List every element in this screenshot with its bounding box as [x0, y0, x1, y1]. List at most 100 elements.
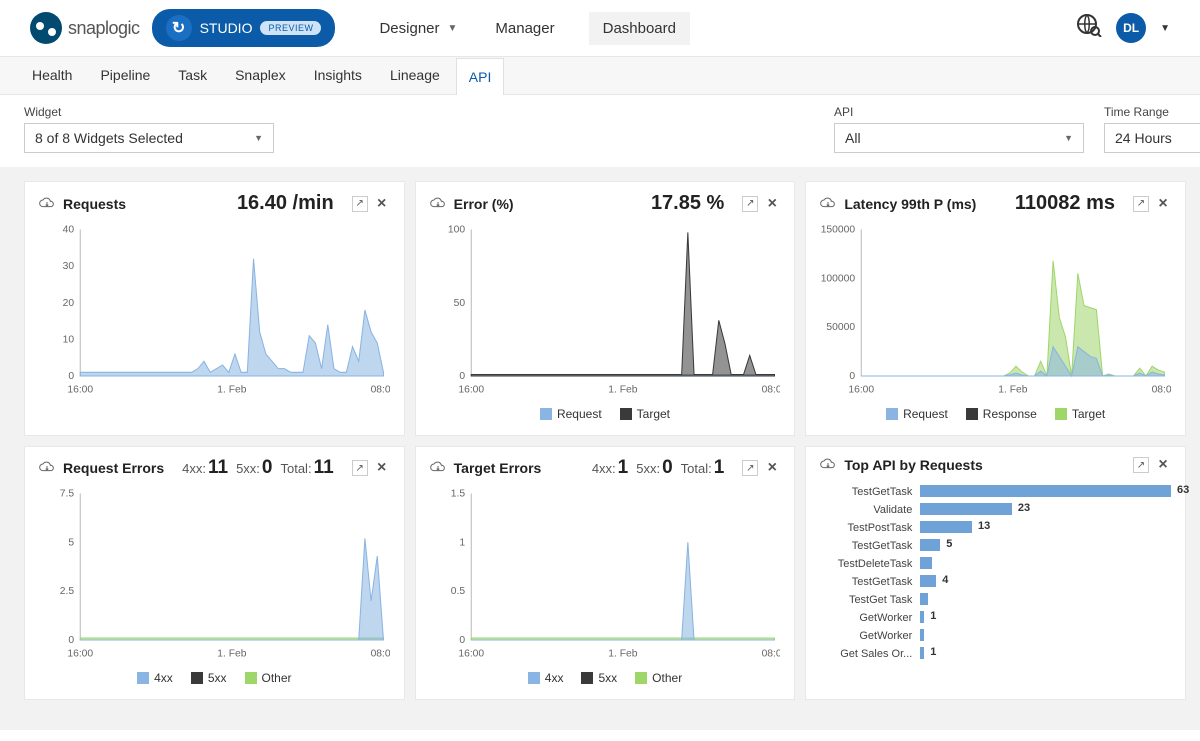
user-avatar[interactable]: DL	[1116, 13, 1146, 43]
filter-api-label: API	[834, 105, 1084, 119]
svg-text:16:00: 16:00	[67, 384, 93, 395]
user-menu-chevron-icon[interactable]: ▼	[1160, 23, 1170, 34]
close-icon[interactable]: ×	[764, 196, 780, 212]
dashboard-grid: Requests 16.40 /min ↗ × 01020304016:001.…	[0, 167, 1200, 730]
widget-metric: 16.40 /min	[237, 192, 334, 215]
top-api-value: 1	[930, 610, 936, 622]
expand-icon[interactable]: ↗	[1133, 196, 1149, 212]
legend-swatch	[886, 408, 898, 420]
error-legend: RequestTarget	[430, 407, 781, 421]
top-api-value: 5	[946, 538, 952, 550]
close-icon[interactable]: ×	[374, 196, 390, 212]
stat-5xx-value: 0	[262, 457, 273, 478]
top-api-row: GetWorker	[820, 627, 1171, 645]
filter-widget-select[interactable]: 8 of 8 Widgets Selected ▼	[24, 123, 274, 153]
top-api-row: GetWorker1	[820, 609, 1171, 627]
legend-item: Response	[966, 407, 1037, 421]
svg-text:10: 10	[63, 334, 75, 345]
brand-logo[interactable]: snaplogic	[30, 12, 140, 44]
filter-time-select[interactable]: 24 Hours ▲▼	[1104, 123, 1200, 153]
legend-swatch	[1055, 408, 1067, 420]
tab-api[interactable]: API	[456, 58, 505, 95]
filter-time-value: 24 Hours	[1115, 130, 1172, 146]
nav-manager[interactable]: Manager	[491, 12, 558, 45]
top-api-bar: 1	[920, 611, 1171, 625]
legend-swatch	[191, 672, 203, 684]
legend-item: Target	[1055, 407, 1105, 421]
svg-text:0: 0	[459, 371, 465, 382]
widget-requests: Requests 16.40 /min ↗ × 01020304016:001.…	[24, 181, 405, 436]
download-icon[interactable]	[820, 458, 836, 472]
tab-snaplex[interactable]: Snaplex	[223, 57, 298, 94]
req-errors-legend: 4xx5xxOther	[39, 671, 390, 685]
tab-pipeline[interactable]: Pipeline	[88, 57, 162, 94]
expand-icon[interactable]: ↗	[742, 196, 758, 212]
legend-item: 5xx	[581, 671, 617, 685]
stat-total-value: 11	[314, 457, 334, 478]
expand-icon[interactable]: ↗	[352, 460, 368, 476]
tab-lineage[interactable]: Lineage	[378, 57, 452, 94]
legend-item: 4xx	[528, 671, 564, 685]
widget-title: Target Errors	[454, 460, 542, 476]
tab-health[interactable]: Health	[20, 57, 84, 94]
svg-text:50: 50	[453, 298, 465, 309]
studio-badge[interactable]: ↻ STUDIO PREVIEW	[152, 9, 336, 47]
latency-chart: 05000010000015000016:001. Feb08:00	[820, 221, 1171, 401]
nav-designer[interactable]: Designer ▼	[375, 12, 461, 45]
top-api-value: 1	[930, 646, 936, 658]
legend-label: Target	[637, 407, 670, 421]
legend-swatch	[581, 672, 593, 684]
latency-legend: RequestResponseTarget	[820, 407, 1171, 421]
filter-widget: Widget 8 of 8 Widgets Selected ▼	[24, 105, 274, 153]
tgt-errors-chart: 00.511.516:001. Feb08:00	[430, 485, 781, 665]
svg-text:7.5: 7.5	[60, 489, 75, 500]
tab-insights[interactable]: Insights	[302, 57, 374, 94]
download-icon[interactable]	[39, 197, 55, 211]
main-nav: Designer ▼ Manager Dashboard	[375, 12, 690, 45]
svg-text:5: 5	[68, 537, 74, 548]
svg-text:0: 0	[850, 371, 856, 382]
top-api-label: TestDeleteTask	[820, 558, 920, 570]
close-icon[interactable]: ×	[764, 460, 780, 476]
top-api-row: TestGetTask4	[820, 573, 1171, 591]
tab-task[interactable]: Task	[166, 57, 219, 94]
top-api-value: 23	[1018, 502, 1030, 514]
globe-search-icon[interactable]	[1076, 13, 1102, 43]
widget-metric: 110082 ms	[1015, 192, 1115, 215]
close-icon[interactable]: ×	[1155, 196, 1171, 212]
stat-total-value: 1	[714, 457, 725, 478]
download-icon[interactable]	[430, 197, 446, 211]
expand-icon[interactable]: ↗	[352, 196, 368, 212]
top-api-bar: 63	[920, 485, 1171, 499]
top-api-row: TestGetTask5	[820, 537, 1171, 555]
nav-dashboard[interactable]: Dashboard	[589, 12, 690, 45]
expand-icon[interactable]: ↗	[1133, 457, 1149, 473]
filter-bar: Widget 8 of 8 Widgets Selected ▼ API All…	[0, 95, 1200, 167]
top-api-value: 4	[942, 574, 948, 586]
download-icon[interactable]	[430, 461, 446, 475]
chevron-down-icon: ▼	[1064, 133, 1073, 143]
svg-text:1. Feb: 1. Feb	[217, 648, 246, 659]
topbar: snaplogic ↻ STUDIO PREVIEW Designer ▼ Ma…	[0, 0, 1200, 56]
download-icon[interactable]	[820, 197, 836, 211]
filter-widget-value: 8 of 8 Widgets Selected	[35, 130, 183, 146]
svg-text:1. Feb: 1. Feb	[999, 384, 1028, 395]
filter-api-select[interactable]: All ▼	[834, 123, 1084, 153]
svg-text:50000: 50000	[827, 322, 856, 333]
close-icon[interactable]: ×	[374, 460, 390, 476]
stat-total-label: Total:	[681, 461, 712, 476]
close-icon[interactable]: ×	[1155, 457, 1171, 473]
download-icon[interactable]	[39, 461, 55, 475]
filter-time: Time Range 24 Hours ▲▼	[1104, 105, 1200, 153]
legend-label: Target	[1072, 407, 1105, 421]
legend-label: Other	[652, 671, 682, 685]
svg-text:20: 20	[63, 298, 75, 309]
error-chart: 05010016:001. Feb08:00	[430, 221, 781, 401]
studio-icon: ↻	[166, 15, 192, 41]
stat-5xx-label: 5xx:	[636, 461, 660, 476]
expand-icon[interactable]: ↗	[742, 460, 758, 476]
svg-text:0.5: 0.5	[450, 586, 465, 597]
legend-item: 5xx	[191, 671, 227, 685]
svg-text:08:00: 08:00	[761, 384, 780, 395]
widget-target-errors: Target Errors 4xx:1 5xx:0 Total:1 ↗ × 00…	[415, 446, 796, 700]
